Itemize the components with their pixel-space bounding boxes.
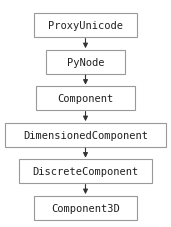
FancyBboxPatch shape: [5, 123, 166, 147]
Text: DiscreteComponent: DiscreteComponent: [32, 166, 139, 176]
Text: Component: Component: [57, 94, 114, 104]
Text: PyNode: PyNode: [67, 57, 104, 67]
FancyBboxPatch shape: [46, 50, 125, 74]
Text: ProxyUnicode: ProxyUnicode: [48, 21, 123, 31]
FancyBboxPatch shape: [19, 159, 152, 183]
Text: Component3D: Component3D: [51, 203, 120, 213]
FancyBboxPatch shape: [34, 14, 137, 38]
FancyBboxPatch shape: [34, 196, 137, 220]
Text: DimensionedComponent: DimensionedComponent: [23, 130, 148, 140]
FancyBboxPatch shape: [36, 87, 135, 111]
